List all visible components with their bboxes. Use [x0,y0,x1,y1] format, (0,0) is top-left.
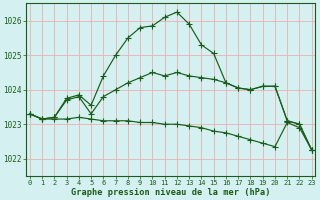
X-axis label: Graphe pression niveau de la mer (hPa): Graphe pression niveau de la mer (hPa) [71,188,270,197]
